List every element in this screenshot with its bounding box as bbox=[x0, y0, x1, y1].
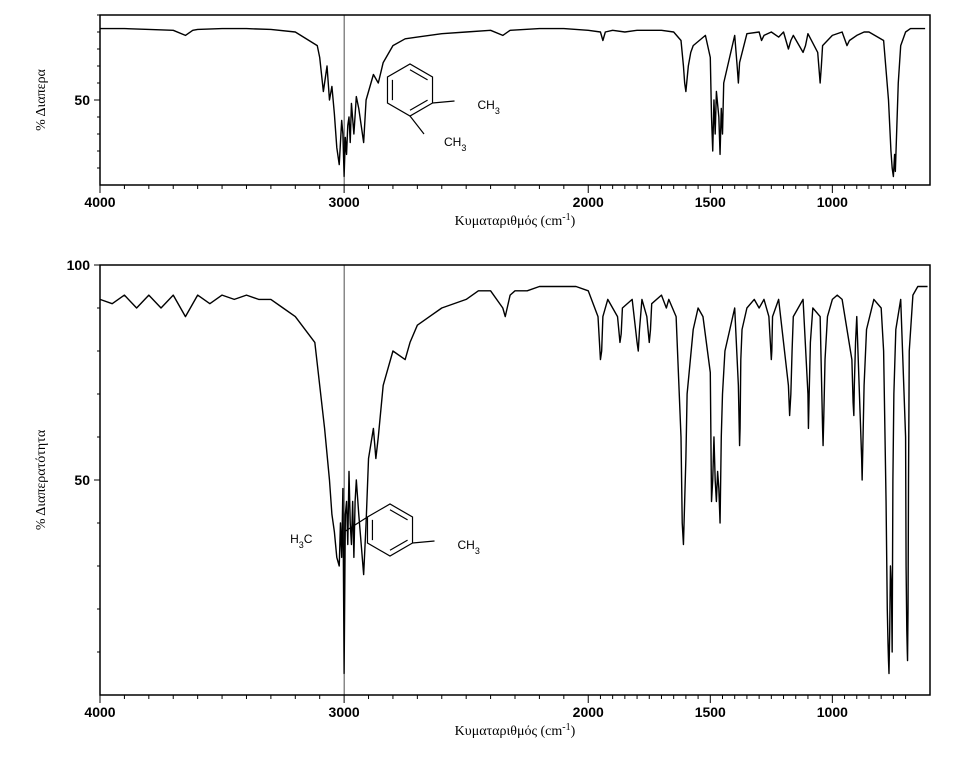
x-axis-label: Κυματαριθμός (cm-1) bbox=[455, 212, 576, 230]
x-tick-label: 4000 bbox=[84, 194, 115, 210]
x-tick-label: 1000 bbox=[817, 704, 848, 720]
y-axis-label: % Διαπερα bbox=[34, 68, 49, 130]
x-tick-label: 1500 bbox=[695, 704, 726, 720]
x-tick-label: 3000 bbox=[329, 704, 360, 720]
x-tick-label: 3000 bbox=[329, 194, 360, 210]
x-tick-label: 2000 bbox=[573, 194, 604, 210]
x-tick-label: 1500 bbox=[695, 194, 726, 210]
chart-ortho: 4000 3000 2000 1500 1000 Κυματαριθμός (cm-1) 5… bbox=[10, 10, 953, 230]
y-tick-label: 50 bbox=[74, 472, 90, 488]
x-tick-label: 4000 bbox=[84, 704, 115, 720]
y-tick-label: 50 bbox=[74, 92, 90, 108]
chart-meta: 4000 3000 2000 1500 1000 Κυματαριθμός (cm-1) 5… bbox=[10, 250, 953, 740]
y-tick-label: 100 bbox=[67, 257, 91, 273]
meta-xylene-ir: 4000 3000 2000 1500 1000 Κυματαριθμός (cm-1) 5… bbox=[10, 250, 950, 740]
y-axis-label: % Διαπερατότητα bbox=[34, 429, 49, 530]
ortho-xylene-ir: 4000 3000 2000 1500 1000 Κυματαριθμός (cm-1) 5… bbox=[10, 10, 950, 230]
x-tick-label: 1000 bbox=[817, 194, 848, 210]
x-axis-label: Κυματαριθμός (cm-1) bbox=[455, 722, 576, 740]
x-tick-label: 2000 bbox=[573, 704, 604, 720]
